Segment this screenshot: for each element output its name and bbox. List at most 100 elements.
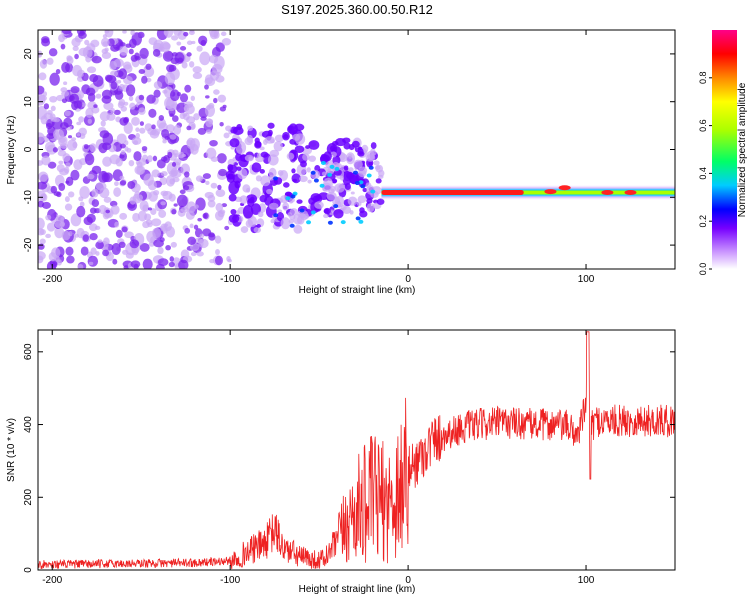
spectrogram-noise-blob	[40, 115, 48, 125]
spectrogram-noise-blob	[357, 195, 367, 204]
spectrogram-noise-blob	[152, 49, 161, 57]
spectrogram-noise-blob	[162, 139, 167, 144]
snr-y-tick-label: 0	[23, 567, 34, 573]
spectrogram-noise-blob	[65, 246, 74, 256]
spectrogram-bright-blob	[327, 172, 333, 177]
spectrogram-noise-blob	[64, 196, 70, 203]
snr-panel: -200 -100 0 100 0 200 400 600 Height of straig…	[6, 329, 676, 595]
spectrogram-noise-blob	[184, 171, 190, 178]
spectrogram-noise-blob	[103, 101, 114, 111]
spectrogram-noise-blob	[39, 229, 46, 235]
spectrogram-noise-blob	[41, 201, 52, 209]
spectrogram-noise-blob	[215, 42, 225, 53]
spectrogram-noise-blob	[63, 117, 73, 128]
spectrogram-noise-blob	[118, 98, 126, 107]
spectrogram-noise-blob	[95, 93, 102, 99]
spectrogram-noise-blob	[105, 209, 111, 214]
spectrogram-noise-blob	[113, 187, 122, 197]
spectrogram-noise-blob	[235, 210, 241, 215]
spectrogram-y-tick-label: -20	[23, 237, 34, 252]
spectrogram-noise-blob	[147, 207, 153, 211]
spectrogram-noise-blob	[145, 63, 152, 70]
spectrogram-noise-blob	[178, 259, 189, 269]
spectrogram-noise-blob	[85, 107, 94, 118]
spectrogram-noise-blob	[277, 169, 284, 176]
spectrogram-noise-blob	[368, 161, 373, 166]
spectrogram-noise-blob	[366, 203, 375, 213]
spectrogram-noise-blob	[192, 66, 202, 74]
spectrogram-noise-blob	[53, 191, 61, 197]
spectrogram-noise-blob	[200, 116, 207, 121]
spectrogram-noise-blob	[66, 255, 75, 264]
snr-x-ticks: -200 -100 0 100	[42, 330, 595, 586]
spectrogram-x-tick-label: 100	[578, 274, 595, 285]
spectrogram-noise-blob	[61, 90, 70, 97]
spectrogram-bright-blob	[370, 189, 376, 194]
spectrogram-noise-blob	[348, 167, 354, 173]
spectrogram-noise-blob	[78, 116, 85, 123]
spectrogram-noise-blob	[79, 72, 84, 77]
spectrogram-noise-blob	[129, 38, 137, 49]
spectrogram-noise-blob	[277, 209, 283, 213]
spectrogram-noise-blob	[308, 155, 317, 162]
snr-frame	[37, 329, 676, 571]
colorbar-gradient	[712, 30, 737, 269]
snr-y-tick-label: 400	[23, 416, 34, 433]
spectrogram-noise-blob	[169, 256, 174, 262]
spectrogram-noise-blob	[225, 125, 232, 132]
spectrogram-noise-blob	[173, 124, 182, 135]
spectrogram-noise-blob	[267, 122, 275, 129]
chart-title: S197.2025.360.00.50.R12	[281, 2, 433, 17]
spectrogram-content	[38, 30, 675, 269]
spectrogram-noise-blob	[146, 94, 156, 104]
spectrogram-noise-blob	[302, 146, 313, 155]
spectrogram-noise-blob	[38, 217, 45, 230]
spectrogram-noise-blob	[70, 213, 82, 227]
spectrogram-noise-blob	[101, 95, 112, 104]
spectrogram-noise-blob	[52, 147, 58, 153]
spectrogram-noise-blob	[110, 81, 118, 90]
spectrogram-bright-blob	[273, 176, 279, 181]
spectrogram-noise-blob	[70, 86, 80, 94]
spectrogram-bright-blob	[273, 213, 279, 218]
spectrogram-noise-blob	[138, 68, 146, 75]
spectrogram-noise-blob	[248, 156, 254, 162]
spectrogram-noise-blob	[164, 30, 174, 38]
spectrogram-noise-blob	[168, 64, 177, 72]
colorbar-ticks: 0.0 0.2 0.4 0.6 0.8	[698, 72, 712, 275]
spectrogram-noise-blob	[91, 188, 99, 198]
spectrogram-noise-blob	[181, 154, 186, 158]
spectrogram-noise-blob	[60, 216, 65, 221]
spectrogram-noise-blob	[85, 87, 96, 96]
spectrogram-noise-blob	[179, 189, 186, 195]
spectrogram-noise-blob	[207, 200, 216, 208]
spectrogram-noise-blob	[110, 205, 120, 215]
spectrogram-noise-blob	[257, 211, 264, 218]
spectrogram-noise-blob	[150, 208, 157, 215]
spectrogram-bright-blob	[353, 170, 359, 175]
spectrogram-bright-blob	[360, 184, 366, 189]
spectrogram-noise-blob	[282, 202, 290, 211]
spectrogram-ylabel: Frequency (Hz)	[6, 116, 17, 185]
spectrogram-xlabel: Height of straight line (km)	[299, 285, 416, 296]
spectrogram-x-tick-label: -100	[220, 274, 240, 285]
spectrogram-noise-blob	[105, 75, 117, 83]
spectrogram-noise-blob	[70, 169, 80, 181]
spectrogram-noise-blob	[58, 182, 66, 191]
spectrogram-noise-blob	[330, 151, 337, 158]
spectrogram-noise-blob	[217, 94, 227, 103]
spectrogram-noise-blob	[61, 98, 68, 104]
spectrogram-bright-blob	[334, 166, 340, 171]
spectrogram-x-tick-label: 0	[405, 274, 411, 285]
spectrogram-noise-blob	[323, 177, 333, 190]
spectrogram-bright-blob	[290, 194, 296, 199]
spectrogram-noise-blob	[179, 112, 186, 120]
spectrogram-noise-blob	[359, 207, 365, 214]
spectrogram-noise-blob	[240, 226, 249, 234]
spectrogram-noise-blob	[151, 169, 160, 178]
spectrogram-bright-blob	[358, 219, 364, 224]
spectrogram-noise-blob	[321, 171, 327, 177]
spectrogram-noise-blob	[132, 212, 140, 222]
spectrogram-noise-blob	[92, 75, 104, 87]
